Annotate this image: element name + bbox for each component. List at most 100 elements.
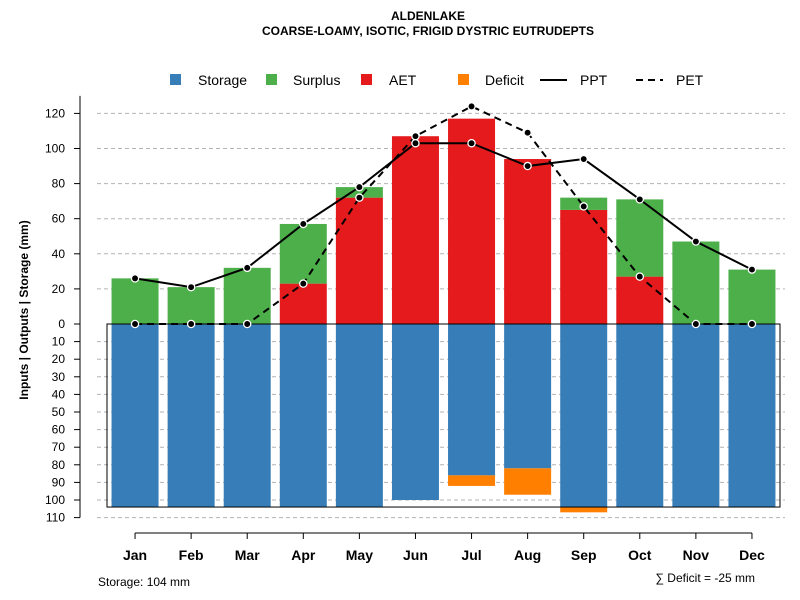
pet-point bbox=[579, 202, 588, 211]
ppt-point bbox=[130, 274, 140, 283]
deficit-legend-swatch bbox=[458, 74, 469, 85]
legend: Storage Surplus AET Deficit PPT PET bbox=[170, 72, 704, 88]
series-lines bbox=[130, 102, 757, 329]
x-tick-label: Jun bbox=[403, 547, 428, 563]
aet-bar bbox=[279, 283, 327, 324]
pet-point bbox=[747, 319, 757, 329]
ppt-point bbox=[523, 161, 532, 171]
pet-point bbox=[523, 128, 532, 137]
y-tick-label: 30 bbox=[52, 370, 66, 384]
y-tick-label: 40 bbox=[52, 387, 66, 401]
y-axis-label: Inputs | Outputs | Storage (mm) bbox=[17, 220, 31, 399]
y-tick-label: 100 bbox=[45, 493, 65, 507]
x-tick-label: Aug bbox=[514, 547, 541, 563]
storage-bar bbox=[728, 324, 776, 508]
ppt-point bbox=[691, 237, 701, 246]
pet-point bbox=[467, 102, 476, 111]
deficit-sum-note: ∑ Deficit = -25 mm bbox=[655, 571, 755, 585]
x-axis: Jan Feb Mar Apr May Jun Jul Aug Sep Oct Nov Dec bbox=[123, 532, 765, 563]
storage-bar bbox=[223, 324, 271, 508]
surplus-bar bbox=[111, 278, 159, 324]
ppt-point bbox=[747, 265, 757, 274]
y-tick-label: 120 bbox=[45, 106, 65, 120]
aet-bar bbox=[616, 276, 664, 324]
x-tick-label: Jul bbox=[461, 547, 481, 563]
storage-bar bbox=[167, 324, 215, 508]
y-tick-label: 0 bbox=[58, 317, 65, 331]
x-tick-label: Dec bbox=[739, 547, 765, 563]
x-tick-label: Apr bbox=[291, 547, 316, 563]
x-tick-label: May bbox=[346, 547, 373, 563]
ppt-line bbox=[134, 142, 753, 289]
surplus-bar bbox=[167, 287, 215, 324]
y-tick-label: 10 bbox=[52, 335, 66, 349]
y-tick-label: 20 bbox=[52, 282, 66, 296]
pet-point bbox=[242, 319, 252, 329]
chart-title: ALDENLAKE bbox=[391, 9, 465, 23]
ppt-point bbox=[299, 219, 308, 229]
x-tick-label: Nov bbox=[683, 547, 710, 563]
y-tick-label: 100 bbox=[45, 142, 65, 156]
pet-point bbox=[355, 193, 364, 202]
pet-point bbox=[691, 319, 701, 329]
deficit-bar bbox=[448, 475, 496, 486]
pet-line bbox=[135, 105, 752, 325]
y-axis: 0 20 40 60 80 100 120 10 20 30 40 50 60 70 80 90 100 110 bbox=[45, 95, 81, 525]
ppt-point bbox=[411, 138, 420, 148]
legend-label: Deficit bbox=[485, 72, 524, 88]
legend-label: Storage bbox=[198, 72, 247, 88]
ppt-point bbox=[635, 195, 645, 204]
storage-capacity-outline bbox=[106, 323, 781, 508]
storage-bar bbox=[504, 324, 552, 469]
bars bbox=[106, 118, 781, 513]
aet-bar bbox=[391, 136, 439, 324]
pet-point bbox=[411, 131, 420, 141]
storage-bar bbox=[448, 324, 496, 476]
x-tick-label: Sep bbox=[571, 547, 597, 563]
pet-point bbox=[299, 279, 308, 288]
storage-note: Storage: 104 mm bbox=[98, 575, 190, 589]
y-tick-label: 110 bbox=[46, 511, 65, 525]
storage-bar bbox=[672, 324, 720, 508]
pet-point bbox=[130, 319, 140, 329]
surplus-legend-swatch bbox=[266, 74, 277, 85]
ppt-point bbox=[579, 154, 588, 164]
deficit-bar bbox=[504, 468, 552, 495]
ppt-point bbox=[186, 282, 196, 292]
chart-subtitle: COARSE-LOAMY, ISOTIC, FRIGID DYSTRIC EUT… bbox=[262, 24, 594, 38]
legend-label: PPT bbox=[580, 72, 608, 88]
storage-bar bbox=[335, 324, 383, 508]
aet-legend-swatch bbox=[361, 74, 372, 85]
y-tick-label: 80 bbox=[52, 177, 66, 191]
surplus-bar bbox=[335, 187, 383, 198]
x-tick-label: Mar bbox=[235, 547, 260, 563]
y-tick-label: 90 bbox=[52, 475, 66, 489]
storage-bar bbox=[560, 324, 608, 508]
pet-point bbox=[186, 319, 196, 329]
storage-legend-swatch bbox=[170, 74, 181, 85]
ppt-point bbox=[355, 182, 364, 192]
storage-bar bbox=[111, 324, 159, 508]
y-tick-label: 50 bbox=[52, 405, 66, 419]
storage-bar bbox=[391, 324, 439, 500]
surplus-bar bbox=[672, 241, 720, 324]
y-tick-label: 60 bbox=[52, 423, 66, 437]
deficit-bar bbox=[560, 507, 608, 513]
x-tick-label: Oct bbox=[628, 547, 652, 563]
x-tick-label: Jan bbox=[123, 547, 147, 563]
aet-bar bbox=[560, 209, 608, 324]
legend-label: AET bbox=[389, 72, 417, 88]
aet-bar bbox=[448, 118, 496, 324]
surplus-bar bbox=[728, 269, 776, 324]
storage-bar bbox=[616, 324, 664, 508]
storage-bar bbox=[279, 324, 327, 508]
surplus-bar bbox=[223, 267, 271, 324]
ppt-point bbox=[242, 263, 252, 273]
y-tick-label: 80 bbox=[52, 458, 66, 472]
y-tick-label: 70 bbox=[52, 440, 66, 454]
pet-point bbox=[635, 272, 645, 281]
ppt-point bbox=[467, 138, 476, 148]
aet-bar bbox=[504, 159, 552, 324]
legend-label: PET bbox=[676, 72, 704, 88]
